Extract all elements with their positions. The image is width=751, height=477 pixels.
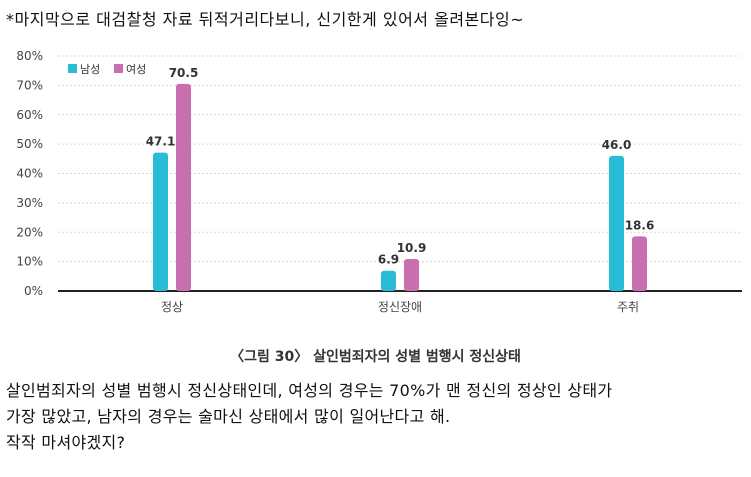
x-tick-label: 정신장애 — [378, 300, 422, 314]
bar-chart: 0%10%20%30%40%50%60%70%80%47.170.5정상6.91… — [16, 49, 742, 314]
y-tick-label: 60% — [16, 108, 43, 122]
y-tick-label: 50% — [16, 137, 43, 151]
chart-caption: 〈그림 30〉 살인범죄자의 성별 범행시 정신상태 — [230, 349, 521, 365]
post-body-line: 작작 마셔야겠지? — [6, 433, 126, 452]
y-tick-label: 70% — [16, 78, 43, 92]
x-tick-label: 주취 — [617, 300, 639, 314]
bar-female — [632, 236, 647, 291]
y-tick-label: 20% — [16, 225, 43, 239]
data-label: 47.1 — [146, 135, 176, 149]
post-body-line: 살인범죄자의 성별 범행시 정신상태인데, 여성의 경우는 70%가 맨 정신의… — [6, 381, 613, 400]
legend-swatch — [114, 64, 123, 73]
bar-female — [176, 83, 191, 291]
x-tick-label: 정상 — [161, 300, 183, 314]
data-label: 46.0 — [602, 138, 632, 152]
post-body-line: 가장 많았고, 남자의 경우는 술마신 상태에서 많이 일어난다고 해. — [6, 407, 451, 426]
post-body: 살인범죄자의 성별 범행시 정신상태인데, 여성의 경우는 70%가 맨 정신의… — [6, 378, 746, 456]
y-tick-label: 40% — [16, 167, 43, 181]
bar-male — [381, 270, 396, 291]
bar-male — [153, 152, 168, 291]
y-tick-label: 80% — [16, 49, 43, 63]
bar-male — [609, 155, 624, 291]
y-tick-label: 30% — [16, 196, 43, 210]
legend-label: 남성 — [80, 63, 100, 76]
y-tick-label: 0% — [24, 284, 43, 298]
y-tick-label: 10% — [16, 255, 43, 269]
legend-label: 여성 — [126, 63, 146, 76]
data-label: 10.9 — [397, 241, 427, 255]
bar-female — [404, 258, 419, 291]
legend-swatch — [68, 64, 77, 73]
data-label: 70.5 — [169, 66, 199, 80]
data-label: 18.6 — [625, 218, 655, 232]
data-label: 6.9 — [378, 253, 399, 267]
post-intro: *마지막으로 대검찰청 자료 뒤적거리다보니, 신기한게 있어서 올려본다잉~ — [6, 10, 525, 29]
